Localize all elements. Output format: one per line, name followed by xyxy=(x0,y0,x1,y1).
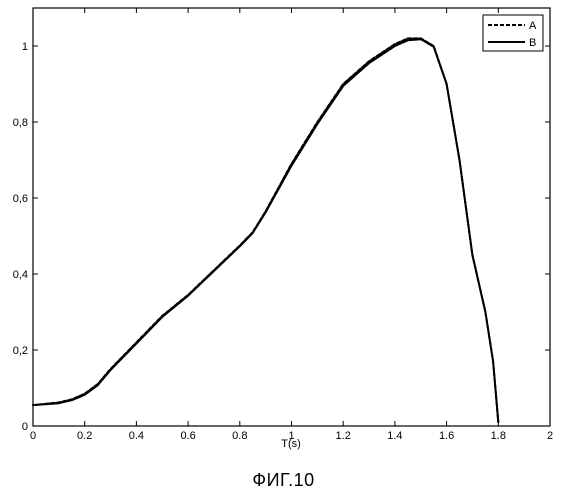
series-line-a xyxy=(33,38,498,422)
series-line-b xyxy=(33,39,498,422)
x-tick-label: 0.4 xyxy=(129,430,144,442)
legend: A B xyxy=(483,15,543,51)
plot-frame xyxy=(33,8,550,426)
x-tick-label: 1.2 xyxy=(336,430,351,442)
y-tick-label: 0,2 xyxy=(13,345,28,357)
x-tick-label: 0.6 xyxy=(180,430,195,442)
y-tick-label: 0,6 xyxy=(13,193,28,205)
x-tick-label: 2 xyxy=(547,430,553,442)
tick-layer: 0 0.2 0.4 0.6 0.8 1 1.2 1.4 1.6 1.8 2 0 0,2 0,4 0,6 0,8… xyxy=(13,8,553,442)
x-tick-label: 0.2 xyxy=(77,430,92,442)
x-tick-label: 1.8 xyxy=(491,430,506,442)
x-axis-label: T(s) xyxy=(281,438,301,450)
x-tick-label: 0.8 xyxy=(232,430,247,442)
x-tick-label: 1.4 xyxy=(387,430,402,442)
x-tick-label: 0 xyxy=(30,430,36,442)
y-tick-label: 0 xyxy=(22,421,28,433)
x-tick-label: 1.6 xyxy=(439,430,454,442)
y-tick-label: 0,8 xyxy=(13,117,28,129)
legend-label-a: A xyxy=(529,20,537,32)
y-tick-label: 1 xyxy=(22,41,28,53)
y-tick-label: 0,4 xyxy=(13,269,28,281)
legend-label-b: B xyxy=(529,37,536,49)
series-layer xyxy=(33,38,498,422)
figure-caption: ФИГ.10 xyxy=(0,470,567,491)
